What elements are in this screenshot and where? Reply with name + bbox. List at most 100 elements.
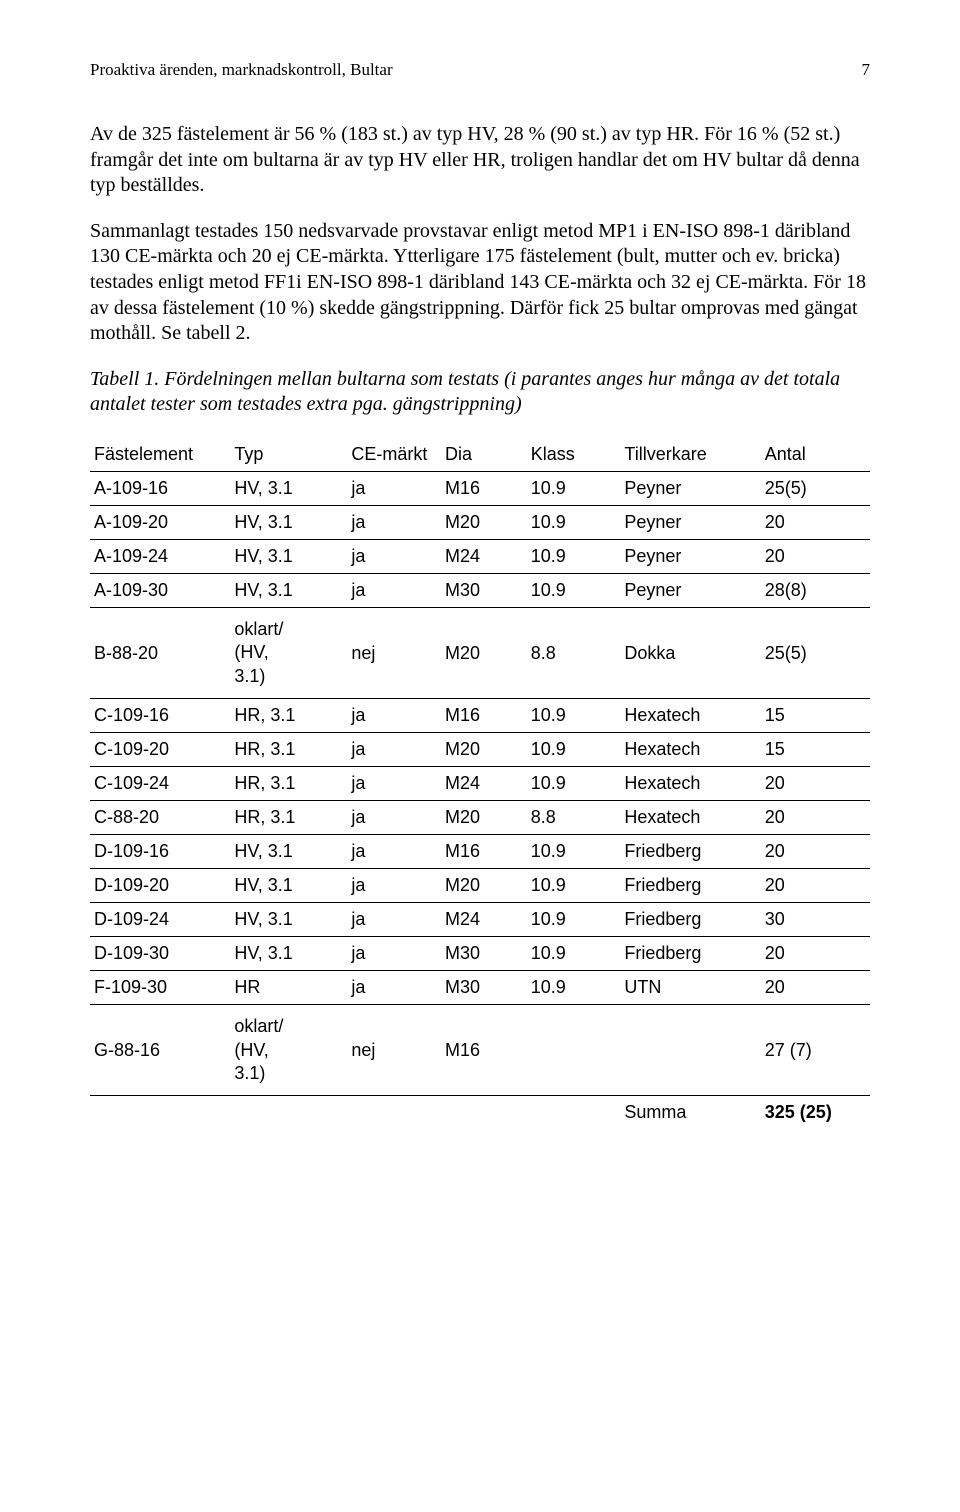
table-cell: ja [347,937,441,971]
table-cell: oklart/(HV,3.1) [230,1005,347,1096]
col-tillverkare: Tillverkare [620,438,760,472]
table-cell: 20 [761,835,870,869]
table-cell [620,1005,760,1096]
table-cell: 27 (7) [761,1005,870,1096]
table-cell: 10.9 [527,767,621,801]
table-row: D-109-24HV, 3.1jaM2410.9Friedberg30 [90,903,870,937]
table-row: F-109-30HRjaM3010.9UTN20 [90,971,870,1005]
table-cell: M24 [441,903,527,937]
table-cell: HV, 3.1 [230,573,347,607]
table-cell: HV, 3.1 [230,505,347,539]
table-cell: 20 [761,801,870,835]
table-cell: Peyner [620,573,760,607]
table-cell: 20 [761,767,870,801]
table-cell: M24 [441,539,527,573]
table-cell: HR, 3.1 [230,733,347,767]
table-cell: 20 [761,937,870,971]
table-cell: ja [347,733,441,767]
table-cell: Hexatech [620,767,760,801]
table-cell: 25(5) [761,607,870,698]
table-row: A-109-16HV, 3.1jaM1610.9Peyner25(5) [90,471,870,505]
table-cell: Friedberg [620,869,760,903]
table-cell: HV, 3.1 [230,869,347,903]
table-row: C-109-16HR, 3.1jaM1610.9Hexatech15 [90,699,870,733]
table-cell: M20 [441,733,527,767]
table-cell: G-88-16 [90,1005,230,1096]
table-cell: M30 [441,937,527,971]
table-cell: ja [347,835,441,869]
table-cell: ja [347,573,441,607]
paragraph-2: Sammanlagt testades 150 nedsvarvade prov… [90,219,870,347]
header-title: Proaktiva ärenden, marknadskontroll, Bul… [90,60,393,80]
table-cell: 10.9 [527,835,621,869]
table-cell: 20 [761,869,870,903]
table-cell: 8.8 [527,801,621,835]
table-cell: Peyner [620,539,760,573]
table-cell: ja [347,869,441,903]
table-row: B-88-20oklart/(HV,3.1)nejM208.8Dokka25(5… [90,607,870,698]
table-row: C-109-20HR, 3.1jaM2010.9Hexatech15 [90,733,870,767]
table-cell: C-109-16 [90,699,230,733]
table-cell: ja [347,801,441,835]
table-cell: 10.9 [527,505,621,539]
table-cell: 30 [761,903,870,937]
table-cell: Friedberg [620,903,760,937]
col-typ: Typ [230,438,347,472]
table-cell: 10.9 [527,869,621,903]
table-cell: Hexatech [620,699,760,733]
table-row: C-109-24HR, 3.1jaM2410.9Hexatech20 [90,767,870,801]
table-cell: nej [347,1005,441,1096]
table-cell: M16 [441,835,527,869]
paragraph-1: Av de 325 fästelement är 56 % (183 st.) … [90,122,870,199]
table-cell: M20 [441,505,527,539]
table-cell: ja [347,471,441,505]
table-row: D-109-16HV, 3.1jaM1610.9Friedberg20 [90,835,870,869]
summa-value: 325 (25) [761,1096,870,1130]
col-antal: Antal [761,438,870,472]
table-cell: B-88-20 [90,607,230,698]
table-cell: Dokka [620,607,760,698]
table-cell: HV, 3.1 [230,471,347,505]
table-cell: 10.9 [527,971,621,1005]
col-ce: CE-märkt [347,438,441,472]
table-cell: D-109-16 [90,835,230,869]
table-cell: 10.9 [527,903,621,937]
table-cell: HR, 3.1 [230,699,347,733]
summa-label: Summa [620,1096,760,1130]
table-row: C-88-20HR, 3.1jaM208.8Hexatech20 [90,801,870,835]
table-cell: 10.9 [527,573,621,607]
table-cell: 10.9 [527,937,621,971]
table-cell: Friedberg [620,937,760,971]
table-cell: 20 [761,505,870,539]
table-cell: A-109-20 [90,505,230,539]
table-cell: M16 [441,699,527,733]
table-cell: 8.8 [527,607,621,698]
table-cell: HV, 3.1 [230,903,347,937]
table-cell: C-88-20 [90,801,230,835]
col-fastelement: Fästelement [90,438,230,472]
table-cell: M30 [441,971,527,1005]
table-cell: 20 [761,539,870,573]
table-cell: M30 [441,573,527,607]
table-cell: ja [347,505,441,539]
table-cell: F-109-30 [90,971,230,1005]
col-klass: Klass [527,438,621,472]
table-cell: M16 [441,471,527,505]
table-cell: 10.9 [527,471,621,505]
table-cell: D-109-20 [90,869,230,903]
table-cell: 28(8) [761,573,870,607]
table-cell: ja [347,903,441,937]
table-cell: 15 [761,733,870,767]
table-cell: HR [230,971,347,1005]
table-cell: 10.9 [527,733,621,767]
table-cell: D-109-30 [90,937,230,971]
table-cell: HV, 3.1 [230,835,347,869]
table-cell: A-109-30 [90,573,230,607]
table-cell: ja [347,971,441,1005]
table-cell [527,1005,621,1096]
table-cell: M20 [441,607,527,698]
table-cell: 10.9 [527,539,621,573]
table-cell: HR, 3.1 [230,767,347,801]
table-cell: M20 [441,801,527,835]
table-cell: HR, 3.1 [230,801,347,835]
